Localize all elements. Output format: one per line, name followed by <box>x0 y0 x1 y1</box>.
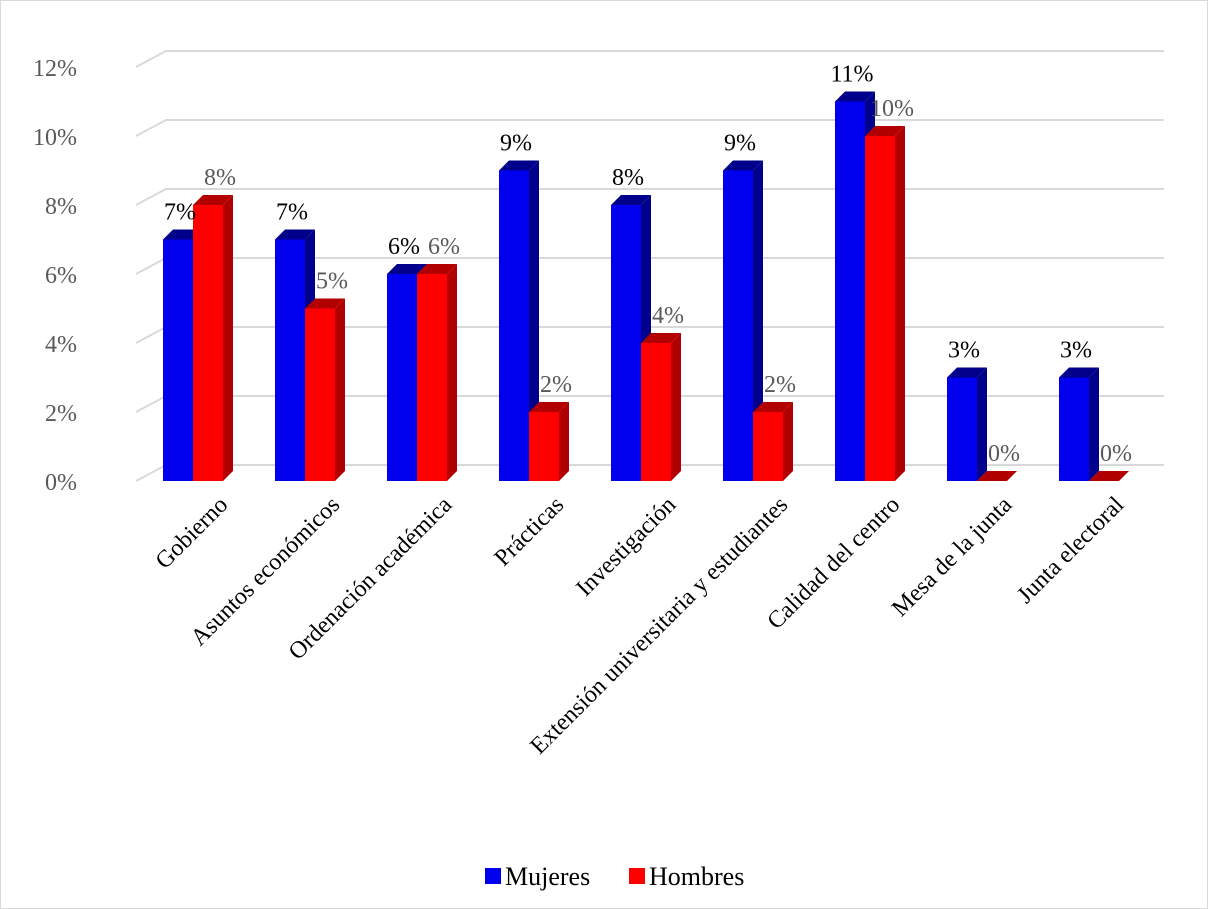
bar <box>305 308 335 481</box>
data-label: 2% <box>540 372 572 398</box>
y-axis-ticks: 0% 2% 4% 6% 8% 10% 12% <box>33 56 77 496</box>
data-label: 7% <box>164 200 196 226</box>
data-label: 9% <box>724 131 756 157</box>
bar-top <box>1089 471 1129 481</box>
data-label: 3% <box>1060 338 1092 364</box>
y-tick-label: 12% <box>33 56 77 82</box>
x-tick-label: Prácticas <box>490 492 570 572</box>
y-tick-label: 10% <box>33 125 77 151</box>
bar <box>865 136 895 481</box>
bar-side <box>335 298 345 481</box>
data-label: 8% <box>612 165 644 191</box>
data-label: 4% <box>652 303 684 329</box>
data-label: 7% <box>276 200 308 226</box>
data-label: 11% <box>830 62 873 88</box>
bar-top <box>865 126 905 136</box>
bar-top <box>723 160 763 171</box>
bar <box>835 101 865 481</box>
bar-side <box>1089 367 1099 481</box>
bar-top <box>499 160 539 171</box>
bar <box>947 377 977 481</box>
bar-top <box>305 298 345 309</box>
data-label: 5% <box>316 269 348 295</box>
bar <box>641 343 671 481</box>
bar <box>417 274 447 481</box>
legend: Mujeres Hombres <box>485 862 744 891</box>
bar-top <box>835 91 875 102</box>
bar-top <box>977 471 1017 481</box>
x-tick-label: Mesa de la junta <box>887 492 1017 622</box>
bar-top <box>947 367 987 378</box>
bar <box>529 412 559 481</box>
x-tick-label: Investigación <box>571 492 681 602</box>
data-label: 0% <box>988 441 1020 467</box>
data-label: 10% <box>870 96 914 122</box>
data-label: 8% <box>204 165 236 191</box>
y-tick-label: 6% <box>45 263 77 289</box>
gridline <box>135 119 1164 137</box>
y-tick-label: 2% <box>45 401 77 427</box>
data-label: 3% <box>948 338 980 364</box>
bar <box>723 170 753 481</box>
data-label: 2% <box>764 372 796 398</box>
bar <box>753 412 783 481</box>
bar-top <box>193 195 233 205</box>
bar-side <box>895 126 905 481</box>
bar-top <box>417 264 457 274</box>
bar-top <box>275 229 315 240</box>
gridline <box>135 50 1164 68</box>
y-tick-label: 4% <box>45 332 77 358</box>
gridline <box>135 188 1164 206</box>
bars <box>163 91 1129 481</box>
bar <box>275 239 305 481</box>
bar-top <box>1059 367 1099 378</box>
bar-top <box>529 402 569 412</box>
bar <box>499 170 529 481</box>
data-label: 6% <box>388 234 420 260</box>
x-tick-label: Junta electoral <box>1012 492 1129 609</box>
bar <box>387 274 417 481</box>
data-label: 6% <box>428 234 460 260</box>
legend-label: Mujeres <box>505 862 590 891</box>
bar-side <box>559 402 569 481</box>
data-labels: 7% 8% 7% 5% 6% 6% 9% 2% 8% 4% 9% 2% 11% 10% 3% 0% 3% 0% <box>164 62 1132 468</box>
x-tick-label: Gobierno <box>151 492 233 574</box>
data-label: 0% <box>1100 441 1132 467</box>
bar-side <box>753 160 763 481</box>
bar-side <box>977 367 987 481</box>
bar-top <box>611 195 651 205</box>
legend-label: Hombres <box>649 862 744 891</box>
legend-swatch <box>485 868 501 884</box>
bar-side <box>223 195 233 481</box>
y-tick-label: 8% <box>45 194 77 220</box>
bar-side <box>671 333 681 481</box>
bar <box>163 239 193 481</box>
bar-side <box>529 160 539 481</box>
bar-side <box>447 264 457 481</box>
bar-top <box>387 264 427 274</box>
bar-top <box>641 333 681 343</box>
legend-swatch <box>629 868 645 884</box>
bar <box>611 205 641 481</box>
bar-top <box>753 402 793 412</box>
bar-side <box>783 402 793 481</box>
bar <box>193 205 223 481</box>
bar <box>1059 377 1089 481</box>
y-tick-label: 0% <box>45 470 77 496</box>
data-label: 9% <box>500 131 532 157</box>
